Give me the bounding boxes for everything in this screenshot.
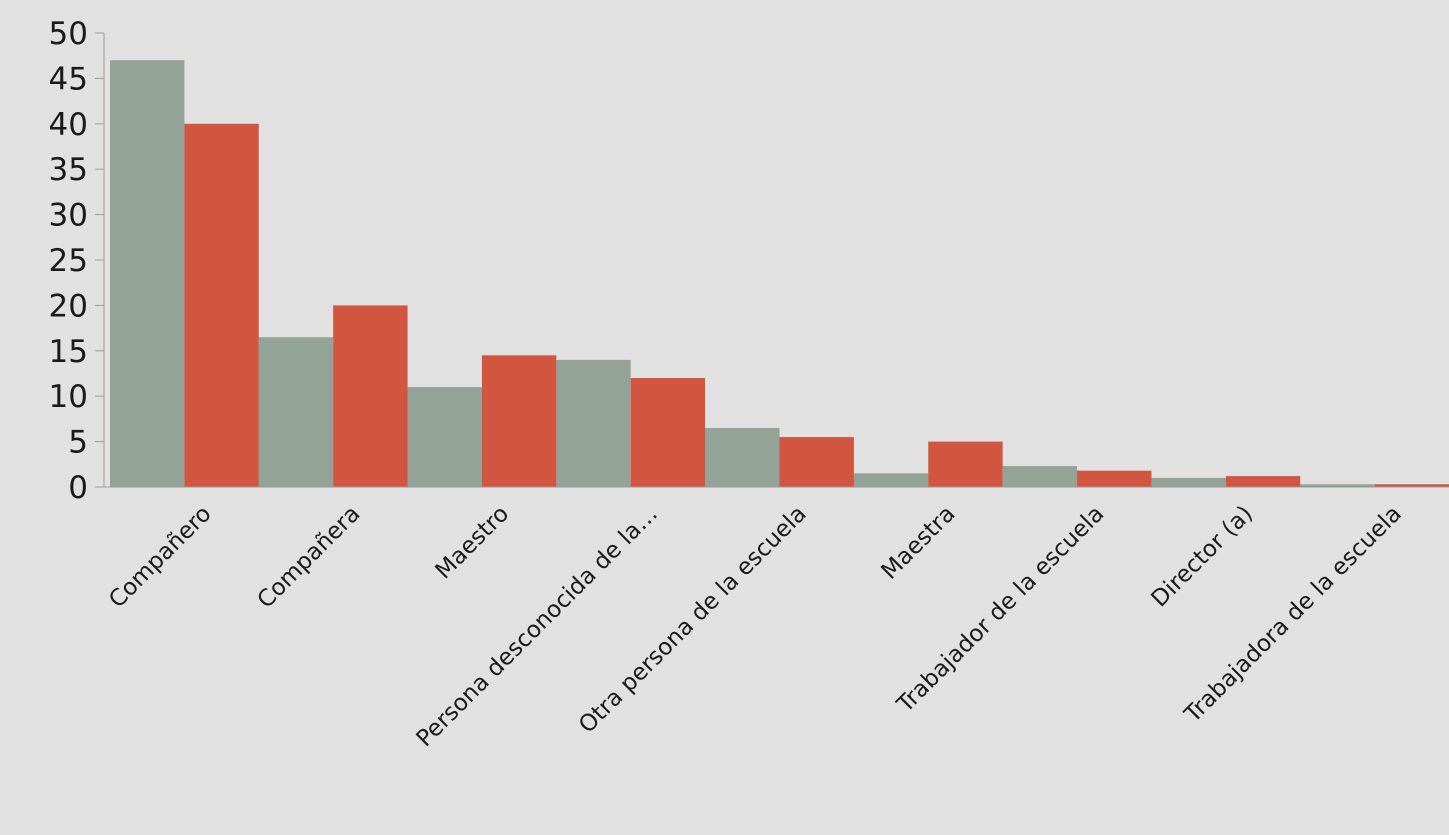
bar-series-1-5: [705, 427, 780, 487]
axis-layer: [95, 32, 1449, 488]
bar-series-2-4: [630, 378, 706, 487]
x-tick-label: Maestro: [431, 501, 515, 585]
y-tick-label: 15: [49, 334, 88, 370]
y-tick-label: 45: [49, 61, 88, 97]
y-tick-label: 35: [49, 152, 88, 188]
y-tick-label: 5: [68, 425, 88, 461]
bar-series-1-3: [407, 387, 482, 487]
bar-series-2-8: [1225, 476, 1301, 487]
bar-series-1-2: [258, 337, 334, 487]
bar-series-1-6: [853, 473, 929, 487]
x-tick-label: Director (a): [1147, 501, 1259, 613]
x-tick-label: Maestra: [877, 501, 961, 585]
bar-series-2-9: [1374, 484, 1449, 487]
x-tick-label: Compañera: [253, 501, 366, 614]
bar-series-1-7: [1002, 466, 1078, 487]
bar-series-2-3: [481, 355, 557, 487]
bar-series-2-6: [928, 441, 1003, 487]
y-tick-label: 20: [49, 288, 88, 324]
bar-series-1-9: [1300, 484, 1375, 487]
bar-series-2-2: [333, 305, 408, 487]
bar-series-2-7: [1077, 470, 1152, 487]
bars-layer: [110, 60, 1449, 488]
bar-series-1-1: [110, 60, 185, 488]
y-tick-label: 10: [49, 379, 88, 415]
x-tick-label: Persona desconocida de la…: [412, 501, 663, 752]
bar-series-1-4: [556, 359, 631, 487]
bar-series-2-1: [184, 123, 259, 488]
y-tick-label: 25: [49, 243, 88, 279]
y-axis-tick-labels: 0 5 10 15 20 25 30 35 40 45 50: [49, 16, 88, 506]
y-tick-label: 0: [68, 470, 88, 506]
y-tick-label: 40: [49, 107, 88, 143]
y-tick-label: 50: [49, 16, 88, 52]
y-tick-label: 30: [49, 198, 88, 234]
x-tick-label: Compañero: [104, 501, 216, 613]
bar-series-2-5: [779, 437, 854, 487]
bar-series-1-8: [1151, 477, 1226, 487]
